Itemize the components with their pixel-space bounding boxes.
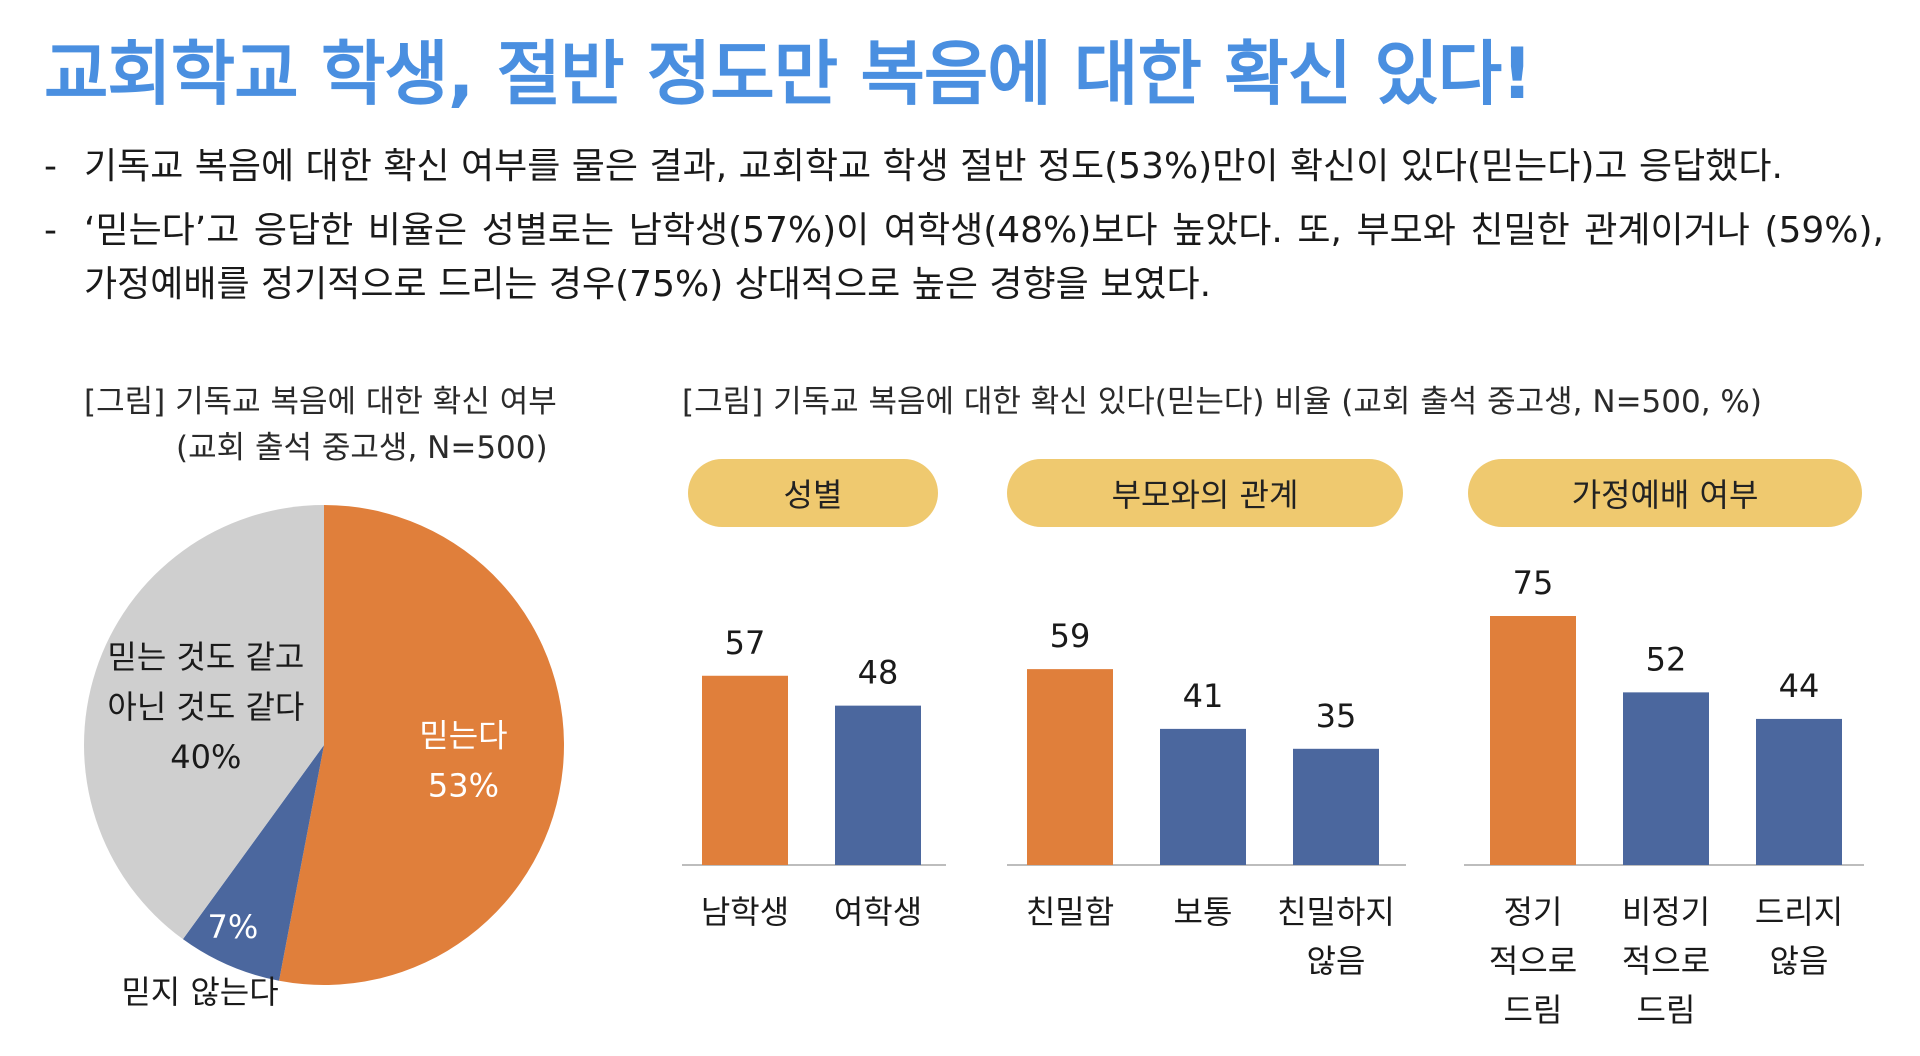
bar-category-label: 보통 <box>1174 893 1233 931</box>
bullet-marker: - <box>44 146 57 187</box>
bar <box>1160 728 1246 865</box>
bullet-item: - ‘믿는다’고 응답한 비율은 성별로는 남학생(57%)이 여학생(48%)… <box>44 204 1884 312</box>
bar-category-label: 드림 <box>1504 991 1563 1029</box>
bar-category-label: 적으로 <box>1622 942 1710 980</box>
bullet-marker: - <box>44 210 57 251</box>
bar-value-label: 44 <box>1779 667 1820 705</box>
bar-category-label: 남학생 <box>701 893 789 931</box>
pie-slice <box>83 505 324 940</box>
bullet-text: ‘믿는다’고 응답한 비율은 성별로는 남학생(57%)이 여학생(48%)보다… <box>84 210 1884 305</box>
bar-value-label: 35 <box>1316 697 1357 735</box>
bar <box>1490 616 1576 865</box>
bar <box>835 705 921 865</box>
bar-category-label: 친밀하지 <box>1277 893 1395 931</box>
pie-category-label: 믿는 것도 같고 <box>107 638 304 676</box>
pie-slice <box>279 505 564 985</box>
bar-category-label: 정기 <box>1504 893 1563 931</box>
bar-category-label: 여학생 <box>834 893 922 931</box>
bar-value-label: 52 <box>1646 640 1687 678</box>
pie-caption-line1: [그림] 기독교 복음에 대한 확신 여부 <box>84 384 557 420</box>
bar-value-label: 48 <box>858 654 899 692</box>
group-header-gender: 성별 <box>688 459 938 527</box>
bar-category-label: 적으로 <box>1489 942 1577 980</box>
bullet-list: - 기독교 복음에 대한 확신 여부를 물은 결과, 교회학교 학생 절반 정도… <box>44 140 1884 322</box>
bar <box>1027 669 1113 865</box>
page-title: 교회학교 학생, 절반 정도만 복음에 대한 확신 있다! <box>44 33 1533 115</box>
bar-value-label: 75 <box>1513 564 1554 602</box>
pie-category-label: 아닌 것도 같다 <box>107 688 304 726</box>
bar <box>1756 718 1842 865</box>
bar-value-label: 57 <box>725 624 766 662</box>
pie-caption-line2: (교회 출석 중고생, N=500) <box>176 430 548 466</box>
bar-category-label: 않음 <box>1307 942 1366 980</box>
bar-category-label: 않음 <box>1770 942 1829 980</box>
bar <box>1623 692 1709 865</box>
bar-category-label: 친밀함 <box>1026 893 1114 931</box>
bar-category-label: 드리지 <box>1755 893 1843 931</box>
bar-category-label: 드림 <box>1637 991 1696 1029</box>
pie-percent-label: 7% <box>208 908 259 946</box>
bar <box>1293 748 1379 865</box>
pie-category-label: 믿는다 <box>419 716 507 754</box>
pie-category-label: 믿지 않는다 <box>121 973 278 1011</box>
bar-value-label: 59 <box>1050 617 1091 655</box>
pie-slice <box>182 745 324 981</box>
bar <box>702 675 788 865</box>
bullet-text: 기독교 복음에 대한 확신 여부를 물은 결과, 교회학교 학생 절반 정도(5… <box>84 146 1783 187</box>
pie-percent-label: 53% <box>428 766 499 804</box>
bar-value-label: 41 <box>1183 677 1224 715</box>
bar-caption: [그림] 기독교 복음에 대한 확신 있다(믿는다) 비율 (교회 출석 중고생… <box>682 384 1762 420</box>
bullet-item: - 기독교 복음에 대한 확신 여부를 물은 결과, 교회학교 학생 절반 정도… <box>44 140 1884 194</box>
pie-percent-label: 40% <box>170 738 241 776</box>
group-header-parent-relation: 부모와의 관계 <box>1007 459 1403 527</box>
group-header-family-worship: 가정예배 여부 <box>1468 459 1862 527</box>
bar-category-label: 비정기 <box>1622 893 1710 931</box>
